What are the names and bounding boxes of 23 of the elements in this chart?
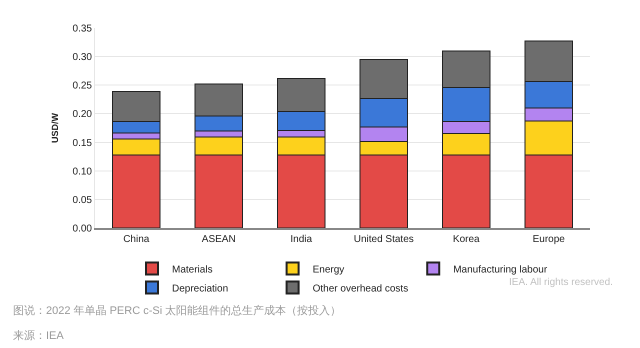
x-tick-label: China [123, 234, 150, 245]
y-tick-label: 0.05 [72, 194, 92, 206]
text: 图说：2022 年单晶 PERC c-Si 太阳能组件的总生产成本（按投入） [13, 304, 342, 317]
y-tick-label: 0.25 [72, 80, 92, 92]
legend-label: Depreciation [172, 283, 228, 294]
y-tick-label: 0.10 [72, 166, 92, 178]
x-tick-label: ASEAN [202, 234, 236, 245]
y-tick-label: 0.15 [72, 138, 92, 149]
legend-label: Manufacturing labour [453, 264, 548, 276]
text: IEA. All rights reserved. [509, 277, 613, 288]
y-tick-label: 0.00 [72, 224, 92, 234]
x-tick-label: Europe [532, 234, 566, 245]
x-tick-label: India [290, 234, 313, 245]
x-tick-label: Korea [452, 234, 480, 245]
source-note: 来源：IEA [13, 329, 64, 342]
legend-label: Materials [172, 264, 213, 276]
y-tick-label: 0.30 [72, 52, 92, 64]
y-axis-title: USD/W [50, 112, 60, 143]
x-tick-label: United States [354, 234, 414, 245]
y-tick-label: 0.35 [72, 24, 92, 34]
y-tick-label: 0.20 [72, 109, 92, 120]
legend-label: Energy [312, 264, 344, 276]
legend-label: Other overhead costs [312, 283, 408, 294]
